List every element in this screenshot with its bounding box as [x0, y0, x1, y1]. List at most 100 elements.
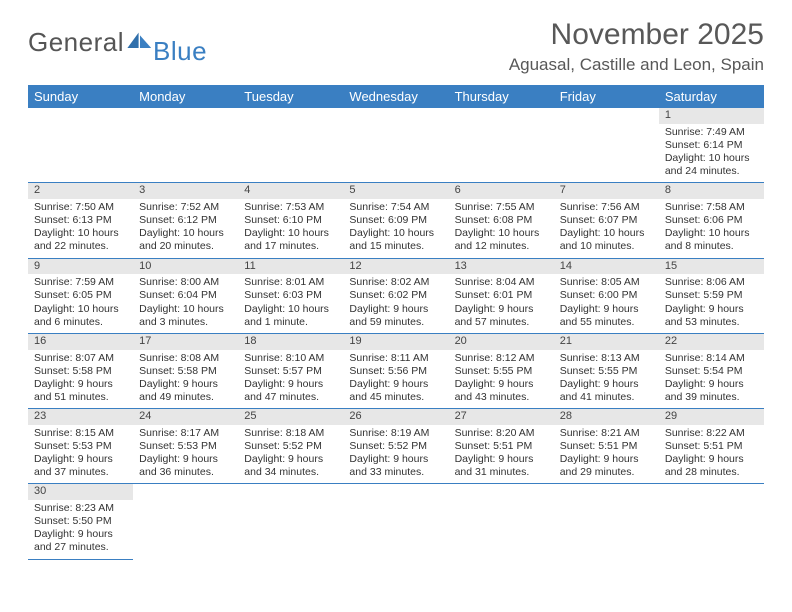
daylight-text: and 59 minutes.	[349, 316, 442, 329]
daylight-text: Daylight: 9 hours	[244, 453, 337, 466]
daylight-text: and 20 minutes.	[139, 240, 232, 253]
sunset-text: Sunset: 5:58 PM	[139, 365, 232, 378]
day-cell: 17Sunrise: 8:08 AMSunset: 5:58 PMDayligh…	[133, 333, 238, 408]
daylight-text: Daylight: 10 hours	[34, 303, 127, 316]
day-number: 24	[133, 409, 238, 425]
day-number: 12	[343, 259, 448, 275]
day-number: 19	[343, 334, 448, 350]
sunrise-text: Sunrise: 8:23 AM	[34, 502, 127, 515]
empty-cell	[449, 108, 554, 183]
sunset-text: Sunset: 5:57 PM	[244, 365, 337, 378]
day-number: 21	[554, 334, 659, 350]
day-cell: 8Sunrise: 7:58 AMSunset: 6:06 PMDaylight…	[659, 183, 764, 258]
daylight-text: Daylight: 9 hours	[349, 453, 442, 466]
sunset-text: Sunset: 6:08 PM	[455, 214, 548, 227]
day-number: 18	[238, 334, 343, 350]
empty-cell	[343, 108, 448, 183]
sunrise-text: Sunrise: 8:20 AM	[455, 427, 548, 440]
day-cell: 23Sunrise: 8:15 AMSunset: 5:53 PMDayligh…	[28, 409, 133, 484]
sunrise-text: Sunrise: 7:54 AM	[349, 201, 442, 214]
daylight-text: and 1 minute.	[244, 316, 337, 329]
day-cell: 9Sunrise: 7:59 AMSunset: 6:05 PMDaylight…	[28, 258, 133, 333]
empty-cell	[449, 484, 554, 559]
day-number: 10	[133, 259, 238, 275]
calendar-week: 9Sunrise: 7:59 AMSunset: 6:05 PMDaylight…	[28, 258, 764, 333]
empty-cell	[133, 108, 238, 183]
sunrise-text: Sunrise: 8:07 AM	[34, 352, 127, 365]
sunset-text: Sunset: 6:04 PM	[139, 289, 232, 302]
daylight-text: and 34 minutes.	[244, 466, 337, 479]
day-number: 14	[554, 259, 659, 275]
daylight-text: Daylight: 10 hours	[139, 303, 232, 316]
day-header: Saturday	[659, 85, 764, 108]
day-number: 2	[28, 183, 133, 199]
sunset-text: Sunset: 5:52 PM	[244, 440, 337, 453]
day-number: 13	[449, 259, 554, 275]
sunset-text: Sunset: 6:10 PM	[244, 214, 337, 227]
day-cell: 11Sunrise: 8:01 AMSunset: 6:03 PMDayligh…	[238, 258, 343, 333]
day-cell: 10Sunrise: 8:00 AMSunset: 6:04 PMDayligh…	[133, 258, 238, 333]
sunset-text: Sunset: 5:50 PM	[34, 515, 127, 528]
sunrise-text: Sunrise: 7:59 AM	[34, 276, 127, 289]
header: General Blue November 2025 Aguasal, Cast…	[28, 18, 764, 75]
sunrise-text: Sunrise: 8:04 AM	[455, 276, 548, 289]
daylight-text: and 3 minutes.	[139, 316, 232, 329]
calendar-body: 1Sunrise: 7:49 AMSunset: 6:14 PMDaylight…	[28, 108, 764, 559]
day-cell: 20Sunrise: 8:12 AMSunset: 5:55 PMDayligh…	[449, 333, 554, 408]
day-number: 26	[343, 409, 448, 425]
logo-text-general: General	[28, 27, 124, 58]
daylight-text: and 10 minutes.	[560, 240, 653, 253]
day-cell: 19Sunrise: 8:11 AMSunset: 5:56 PMDayligh…	[343, 333, 448, 408]
day-number: 5	[343, 183, 448, 199]
daylight-text: Daylight: 9 hours	[139, 378, 232, 391]
sunset-text: Sunset: 6:12 PM	[139, 214, 232, 227]
day-cell: 22Sunrise: 8:14 AMSunset: 5:54 PMDayligh…	[659, 333, 764, 408]
daylight-text: Daylight: 10 hours	[34, 227, 127, 240]
calendar-table: SundayMondayTuesdayWednesdayThursdayFrid…	[28, 85, 764, 560]
day-header: Friday	[554, 85, 659, 108]
day-cell: 21Sunrise: 8:13 AMSunset: 5:55 PMDayligh…	[554, 333, 659, 408]
daylight-text: Daylight: 10 hours	[560, 227, 653, 240]
daylight-text: Daylight: 10 hours	[455, 227, 548, 240]
daylight-text: and 51 minutes.	[34, 391, 127, 404]
day-cell: 7Sunrise: 7:56 AMSunset: 6:07 PMDaylight…	[554, 183, 659, 258]
daylight-text: and 33 minutes.	[349, 466, 442, 479]
daylight-text: and 43 minutes.	[455, 391, 548, 404]
daylight-text: and 17 minutes.	[244, 240, 337, 253]
sunrise-text: Sunrise: 8:12 AM	[455, 352, 548, 365]
day-number: 11	[238, 259, 343, 275]
daylight-text: and 41 minutes.	[560, 391, 653, 404]
sunset-text: Sunset: 5:53 PM	[34, 440, 127, 453]
day-number: 4	[238, 183, 343, 199]
daylight-text: and 49 minutes.	[139, 391, 232, 404]
sunrise-text: Sunrise: 8:06 AM	[665, 276, 758, 289]
daylight-text: Daylight: 9 hours	[560, 303, 653, 316]
sunrise-text: Sunrise: 8:00 AM	[139, 276, 232, 289]
daylight-text: Daylight: 9 hours	[665, 378, 758, 391]
daylight-text: Daylight: 9 hours	[34, 528, 127, 541]
sunset-text: Sunset: 5:51 PM	[455, 440, 548, 453]
daylight-text: and 55 minutes.	[560, 316, 653, 329]
logo: General Blue	[28, 18, 207, 67]
daylight-text: Daylight: 9 hours	[349, 303, 442, 316]
sunset-text: Sunset: 5:54 PM	[665, 365, 758, 378]
day-cell: 26Sunrise: 8:19 AMSunset: 5:52 PMDayligh…	[343, 409, 448, 484]
day-cell: 15Sunrise: 8:06 AMSunset: 5:59 PMDayligh…	[659, 258, 764, 333]
daylight-text: and 47 minutes.	[244, 391, 337, 404]
daylight-text: and 12 minutes.	[455, 240, 548, 253]
day-cell: 2Sunrise: 7:50 AMSunset: 6:13 PMDaylight…	[28, 183, 133, 258]
month-year: November 2025	[509, 18, 764, 52]
daylight-text: Daylight: 9 hours	[34, 453, 127, 466]
calendar-week: 23Sunrise: 8:15 AMSunset: 5:53 PMDayligh…	[28, 409, 764, 484]
daylight-text: Daylight: 10 hours	[665, 227, 758, 240]
day-cell: 25Sunrise: 8:18 AMSunset: 5:52 PMDayligh…	[238, 409, 343, 484]
empty-cell	[343, 484, 448, 559]
sunrise-text: Sunrise: 8:21 AM	[560, 427, 653, 440]
daylight-text: Daylight: 9 hours	[665, 453, 758, 466]
sunrise-text: Sunrise: 8:22 AM	[665, 427, 758, 440]
daylight-text: Daylight: 9 hours	[560, 453, 653, 466]
daylight-text: Daylight: 9 hours	[455, 378, 548, 391]
day-number: 30	[28, 484, 133, 500]
day-number: 3	[133, 183, 238, 199]
sunrise-text: Sunrise: 7:53 AM	[244, 201, 337, 214]
